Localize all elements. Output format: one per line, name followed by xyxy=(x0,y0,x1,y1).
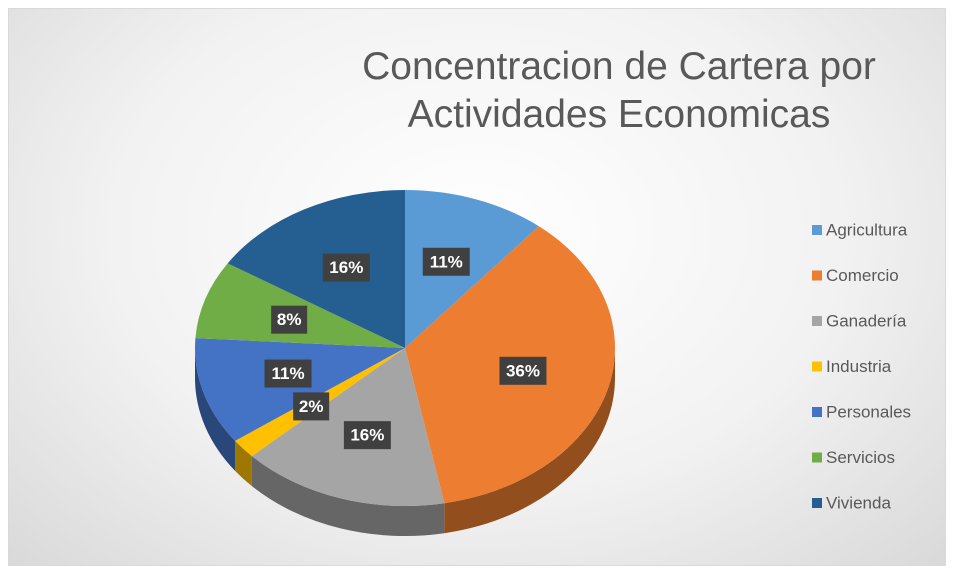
data-label: 8% xyxy=(277,310,302,329)
legend-swatch xyxy=(812,452,822,463)
legend-label: Industria xyxy=(826,357,892,376)
legend-label: Ganadería xyxy=(826,311,907,330)
data-label-box xyxy=(322,253,370,282)
data-label-box xyxy=(343,421,391,450)
data-label-box xyxy=(499,356,547,385)
legend-swatch xyxy=(812,270,822,281)
slice xyxy=(195,338,405,441)
slice-side xyxy=(444,348,615,534)
data-label: 2% xyxy=(299,397,324,416)
legend-label: Comercio xyxy=(826,266,899,285)
data-label-box xyxy=(271,305,308,334)
data-label-box xyxy=(293,392,330,421)
legend-label: Vivienda xyxy=(826,493,891,512)
slice-side xyxy=(195,348,236,471)
slice-side xyxy=(235,440,252,487)
chart-title: Concentracion de Cartera por Actividades… xyxy=(362,45,876,136)
data-label-box xyxy=(422,247,470,276)
data-label: 11% xyxy=(430,252,463,271)
data-label: 16% xyxy=(329,258,363,277)
legend-swatch xyxy=(812,316,822,326)
legend-label: Personales xyxy=(826,402,911,421)
slice-side xyxy=(251,456,445,537)
slice xyxy=(195,263,405,348)
legend-swatch xyxy=(812,407,822,417)
data-label: 36% xyxy=(506,361,540,380)
data-label-box xyxy=(264,359,312,388)
slice xyxy=(405,190,539,348)
legend-swatch xyxy=(812,225,822,235)
slice xyxy=(227,190,405,348)
data-label: 16% xyxy=(350,426,384,445)
legend-swatch xyxy=(812,498,822,508)
data-label: 11% xyxy=(271,364,304,383)
legend-label: Agricultura xyxy=(826,220,908,239)
legend-swatch xyxy=(812,361,822,372)
legend-label: Servicios xyxy=(826,448,895,467)
